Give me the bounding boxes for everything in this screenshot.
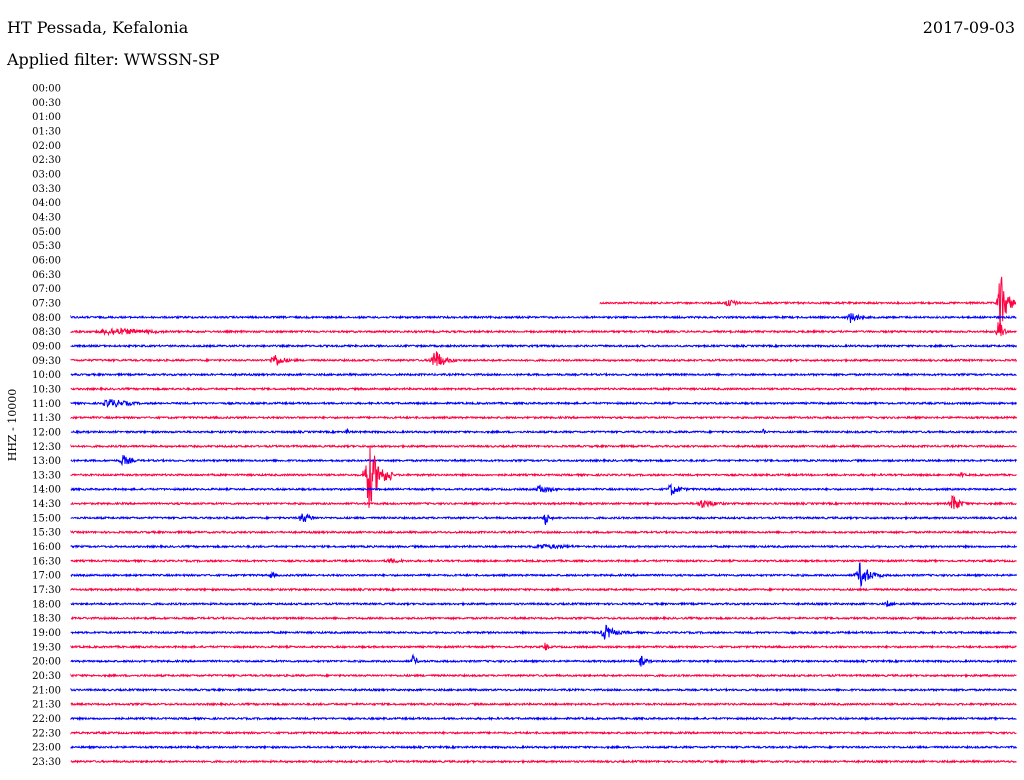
time-label: 23:00 — [32, 743, 61, 754]
time-label: 11:00 — [32, 399, 61, 410]
trace-1230 — [70, 443, 1017, 449]
time-label: 21:30 — [32, 700, 61, 711]
trace-1630 — [70, 557, 1017, 564]
time-label: 13:30 — [32, 470, 61, 481]
recording-date: 2017-09-03 — [922, 18, 1015, 37]
trace-2100 — [70, 687, 1017, 693]
time-label: 10:00 — [32, 370, 61, 381]
trace-1430 — [70, 494, 1017, 510]
time-label: 01:30 — [32, 126, 61, 137]
time-label: 01:00 — [32, 112, 61, 123]
time-label: 18:30 — [32, 614, 61, 625]
time-label: 14:00 — [32, 485, 61, 496]
time-label: 15:00 — [32, 513, 61, 524]
trace-1200 — [70, 428, 1017, 435]
time-label: 06:00 — [32, 255, 61, 266]
trace-1830 — [71, 615, 1017, 621]
time-label: 17:00 — [32, 571, 61, 582]
time-label: 03:30 — [32, 184, 61, 195]
trace-1130 — [70, 415, 1017, 421]
time-label: 19:30 — [32, 642, 61, 653]
time-label: 05:30 — [32, 241, 61, 252]
time-label: 04:00 — [32, 198, 61, 209]
trace-2300 — [70, 744, 1017, 750]
time-labels: 00:00 00:30 01:00 01:30 02:00 02:30 03:00 03:30… — [32, 84, 61, 769]
time-label: 05:00 — [32, 227, 61, 238]
trace-2030 — [70, 672, 1017, 679]
trace-0800 — [70, 313, 1017, 324]
trace-1030 — [70, 386, 1017, 392]
trace-1800 — [70, 600, 1017, 608]
time-label: 15:30 — [32, 528, 61, 539]
time-label: 02:30 — [32, 155, 61, 166]
trace-2130 — [70, 701, 1017, 707]
trace-2000 — [70, 653, 1017, 667]
time-label: 10:30 — [32, 384, 61, 395]
time-label: 08:00 — [32, 313, 61, 324]
time-label: 16:30 — [32, 556, 61, 567]
trace-1330 — [70, 446, 1017, 508]
trace-1930 — [70, 642, 1017, 651]
time-label: 08:30 — [32, 327, 61, 338]
time-label: 06:30 — [32, 270, 61, 281]
time-label: 11:30 — [32, 413, 61, 424]
trace-0730 — [599, 276, 1017, 330]
channel-ylabel: HHZ - 10000 — [6, 389, 19, 462]
traces — [70, 276, 1017, 765]
trace-1000 — [70, 371, 1017, 378]
trace-0830 — [70, 322, 1017, 337]
time-label: 19:00 — [32, 628, 61, 639]
station-title: HT Pessada, Kefalonia — [7, 18, 189, 37]
time-label: 00:00 — [32, 84, 61, 95]
time-label: 18:00 — [32, 599, 61, 610]
time-label: 14:30 — [32, 499, 61, 510]
time-label: 12:30 — [32, 442, 61, 453]
trace-1900 — [70, 624, 1017, 640]
time-label: 20:30 — [32, 671, 61, 682]
time-label: 22:00 — [32, 714, 61, 725]
trace-0900 — [70, 343, 1017, 349]
time-label: 17:30 — [32, 585, 61, 596]
time-label: 20:00 — [32, 657, 61, 668]
time-label: 02:00 — [32, 141, 61, 152]
trace-1730 — [70, 586, 1017, 593]
trace-1100 — [70, 399, 1017, 408]
time-label: 07:30 — [32, 298, 61, 309]
time-label: 13:00 — [32, 456, 61, 467]
time-label: 09:30 — [32, 356, 61, 367]
trace-1530 — [70, 529, 1017, 535]
trace-0930 — [70, 351, 1017, 366]
applied-filter-label: Applied filter: WWSSN-SP — [7, 50, 220, 69]
trace-1400 — [70, 483, 1017, 496]
trace-2330 — [70, 758, 1017, 765]
time-label: 22:30 — [32, 728, 61, 739]
time-label: 00:30 — [32, 98, 61, 109]
time-label: 07:00 — [32, 284, 61, 295]
time-label: 12:00 — [32, 427, 61, 438]
trace-2230 — [70, 730, 1017, 736]
trace-1500 — [70, 513, 1017, 526]
time-label: 09:00 — [32, 341, 61, 352]
trace-1600 — [70, 543, 1017, 550]
trace-2200 — [70, 715, 1017, 722]
time-label: 21:00 — [32, 685, 61, 696]
time-label: 03:00 — [32, 169, 61, 180]
time-label: 04:30 — [32, 212, 61, 223]
time-label: 23:30 — [32, 757, 61, 768]
trace-1300 — [70, 454, 1017, 467]
time-label: 16:00 — [32, 542, 61, 553]
trace-1700 — [70, 562, 1017, 588]
